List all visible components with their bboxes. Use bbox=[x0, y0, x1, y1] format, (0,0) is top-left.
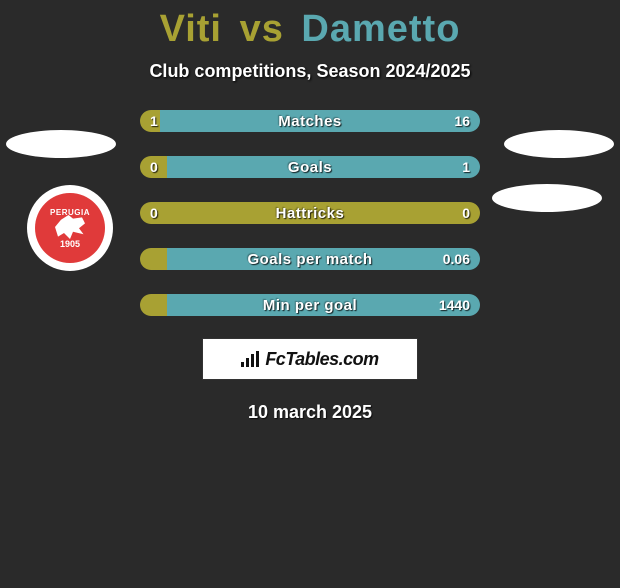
stat-value-right: 16 bbox=[444, 110, 480, 132]
brand-text: FcTables.com bbox=[265, 349, 378, 370]
subtitle: Club competitions, Season 2024/2025 bbox=[0, 61, 620, 82]
stat-label: Matches bbox=[140, 110, 480, 132]
stat-value-left: 0 bbox=[140, 202, 168, 224]
stat-value-left bbox=[140, 294, 160, 316]
stat-row: Goals per match0.06 bbox=[140, 248, 480, 270]
badge-club-name: PERUGIA bbox=[50, 208, 90, 217]
stat-label: Hattricks bbox=[140, 202, 480, 224]
player1-photo-placeholder bbox=[6, 130, 116, 158]
stat-value-right: 0 bbox=[452, 202, 480, 224]
stat-value-right: 0.06 bbox=[433, 248, 480, 270]
stat-label: Goals bbox=[140, 156, 480, 178]
title-player1: Viti bbox=[160, 8, 222, 50]
title-vs: vs bbox=[240, 8, 284, 50]
player2-club-placeholder bbox=[492, 184, 602, 212]
stat-row: Goals0 1 bbox=[140, 156, 480, 178]
stat-row: Min per goal1440 bbox=[140, 294, 480, 316]
player1-club-badge: PERUGIA 1905 bbox=[27, 185, 113, 271]
badge-year: 1905 bbox=[60, 239, 80, 249]
stat-value-left bbox=[140, 248, 160, 270]
stat-value-right: 1 bbox=[452, 156, 480, 178]
stat-value-right: 1440 bbox=[429, 294, 480, 316]
stat-value-left: 0 bbox=[140, 156, 168, 178]
player2-photo-placeholder bbox=[504, 130, 614, 158]
brand-box[interactable]: FcTables.com bbox=[202, 338, 418, 380]
stat-label: Goals per match bbox=[140, 248, 480, 270]
badge-inner: PERUGIA 1905 bbox=[35, 193, 105, 263]
griffin-icon bbox=[55, 215, 85, 239]
comparison-title: Viti vs Dametto bbox=[0, 8, 620, 51]
date-line: 10 march 2025 bbox=[0, 402, 620, 423]
bars-icon bbox=[241, 351, 261, 367]
stat-value-left: 1 bbox=[140, 110, 168, 132]
stat-row: Matches1 16 bbox=[140, 110, 480, 132]
stat-row: Hattricks0 0 bbox=[140, 202, 480, 224]
title-player2: Dametto bbox=[301, 8, 460, 50]
